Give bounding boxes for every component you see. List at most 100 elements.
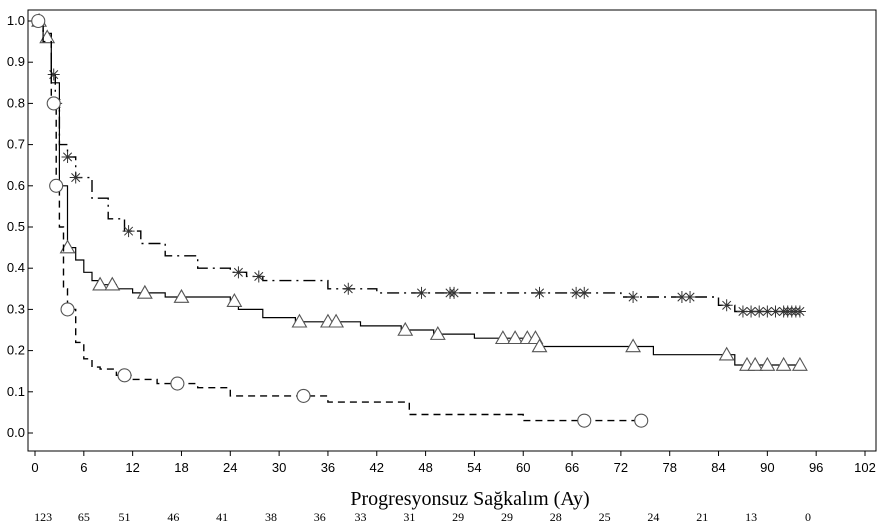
censor-triangle-marker [328, 313, 345, 328]
censor-star-marker [232, 266, 245, 279]
series-star [35, 20, 806, 318]
censor-circle-marker [577, 413, 592, 428]
censor-triangle-marker [39, 29, 56, 44]
censor-star-marker [61, 150, 74, 163]
series-layer [31, 12, 808, 428]
censor-triangle-marker [791, 356, 808, 371]
censor-circle-marker [634, 413, 649, 428]
censor-circle-marker [296, 388, 311, 403]
series-circle [31, 13, 649, 428]
series-line [35, 20, 800, 313]
censor-star-marker [415, 286, 428, 299]
risk-count: 46 [167, 510, 179, 524]
y-tick-label: 0.5 [7, 219, 25, 234]
censor-triangle-marker [718, 346, 735, 361]
y-tick-label: 0.9 [7, 54, 25, 69]
censor-circle-marker [117, 368, 132, 383]
censor-star-marker [793, 305, 806, 318]
x-tick-label: 6 [80, 460, 87, 475]
censor-star-marker [448, 286, 461, 299]
y-tick-label: 0.2 [7, 343, 25, 358]
risk-count: 13 [745, 510, 757, 524]
x-tick-label: 60 [516, 460, 530, 475]
censor-triangle-marker [494, 330, 511, 345]
censor-triangle-marker [226, 293, 243, 307]
censor-triangle-marker [92, 276, 109, 291]
y-tick-label: 0.6 [7, 178, 25, 193]
censor-star-marker [578, 286, 591, 299]
x-tick-label: 30 [272, 460, 286, 475]
risk-count: 31 [403, 510, 415, 524]
plot-frame [27, 9, 877, 452]
censor-circle-marker [170, 376, 185, 391]
risk-count: 123 [34, 510, 52, 524]
censor-star-marker [684, 291, 697, 304]
risk-count: 41 [216, 510, 228, 524]
x-tick-label: 12 [125, 460, 139, 475]
censor-circle-marker [31, 13, 46, 29]
x-tick-label: 78 [662, 460, 676, 475]
risk-table: 123 65 51 46 41 38 36 33 31 29 29 28 25 24 21 13 0 [34, 510, 811, 524]
x-tick-label: 90 [760, 460, 774, 475]
censor-star-marker [675, 291, 688, 304]
censor-triangle-marker [531, 338, 548, 353]
x-tick-label: 36 [321, 460, 335, 475]
risk-count: 29 [501, 510, 513, 524]
censor-star-marker [69, 171, 82, 184]
censor-star-marker [627, 291, 640, 304]
censor-circle-marker [46, 96, 61, 111]
x-tick-label: 42 [370, 460, 384, 475]
censor-triangle-marker [429, 326, 446, 340]
y-tick-label: 0.3 [7, 301, 25, 316]
risk-count: 29 [452, 510, 464, 524]
series-line [35, 20, 800, 366]
x-tick-label: 102 [854, 460, 876, 475]
x-tick-label: 24 [223, 460, 237, 475]
x-tick-label: 66 [565, 460, 579, 475]
censor-star-marker [745, 305, 758, 318]
y-tick-label: 0.7 [7, 137, 25, 152]
risk-count: 0 [805, 510, 811, 524]
censor-triangle-marker [291, 313, 308, 328]
x-tick-label: 96 [809, 460, 823, 475]
x-axis: 0 6 12 18 24 30 36 42 48 54 60 66 72 78 84 90 96 102 [31, 451, 876, 475]
censor-star-marker [122, 225, 135, 238]
censor-triangle-marker [759, 356, 776, 371]
y-axis: 0.0 0.1 0.2 0.3 0.4 0.5 0.6 0.7 0.8 0.9 1.0 [7, 13, 33, 440]
y-tick-label: 0.4 [7, 260, 25, 275]
censor-triangle-marker [625, 338, 642, 353]
risk-count: 33 [354, 510, 366, 524]
censor-star-marker [533, 286, 546, 299]
y-tick-label: 1.0 [7, 13, 25, 28]
series-triangle [31, 12, 808, 371]
risk-count: 24 [647, 510, 659, 524]
risk-count: 51 [119, 510, 131, 524]
censor-star-marker [736, 305, 749, 318]
censor-triangle-marker [397, 321, 414, 336]
censor-star-marker [761, 305, 774, 318]
y-tick-label: 0.1 [7, 384, 25, 399]
censor-star-marker [47, 68, 60, 81]
censor-triangle-marker [59, 239, 76, 254]
censor-circle-marker [60, 302, 75, 317]
risk-count: 38 [265, 510, 277, 524]
risk-count: 21 [696, 510, 708, 524]
censor-star-marker [252, 270, 265, 283]
censor-triangle-marker [775, 356, 792, 371]
risk-count: 28 [550, 510, 562, 524]
x-tick-label: 84 [711, 460, 725, 475]
censor-triangle-marker [747, 356, 764, 371]
y-tick-label: 0.0 [7, 425, 25, 440]
x-tick-label: 54 [467, 460, 481, 475]
x-axis-label: Progresyonsuz Sağkalım (Ay) [350, 488, 589, 510]
x-tick-label: 48 [418, 460, 432, 475]
risk-count: 36 [314, 510, 326, 524]
censor-star-marker [570, 286, 583, 299]
censor-triangle-marker [136, 284, 153, 299]
x-tick-label: 18 [174, 460, 188, 475]
censor-star-marker [753, 305, 766, 318]
censor-triangle-marker [507, 330, 524, 345]
x-tick-label: 72 [614, 460, 628, 475]
y-tick-label: 0.8 [7, 95, 25, 110]
